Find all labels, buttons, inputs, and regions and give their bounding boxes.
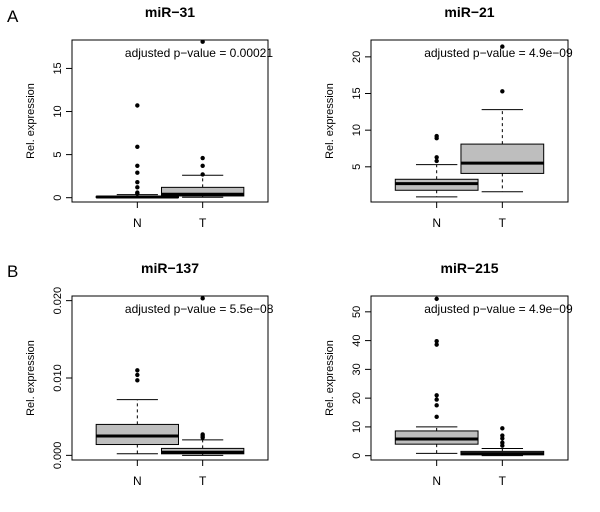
outlier-point: [135, 144, 140, 150]
x-tick-label: T: [499, 474, 507, 488]
p-value-label: adjusted p−value =: [125, 46, 230, 60]
box-N: [394, 133, 479, 198]
p-value-label: adjusted p−value =: [424, 46, 529, 60]
y-tick-label: 5: [52, 152, 64, 158]
chart-title: miR−21: [444, 4, 494, 20]
outlier-point: [200, 163, 205, 169]
y-tick-label: 0: [52, 195, 64, 201]
panel-label-b: B: [7, 262, 18, 281]
y-tick-label: 50: [351, 306, 363, 318]
x-tick-label: N: [133, 216, 142, 230]
outlier-point: [434, 338, 439, 344]
outlier-point: [200, 155, 205, 161]
outlier-point: [434, 414, 439, 420]
p-value-number: 0.00021: [230, 46, 274, 60]
y-tick-label: 20: [351, 51, 363, 63]
box-N: [394, 296, 479, 454]
plot-frame: [370, 39, 569, 203]
chart-panel-3: miR−137 Rel. expression 0.000 0.010 0.020 N Ta…: [25, 260, 274, 488]
x-tick-label: N: [432, 216, 441, 230]
y-axis-label: Rel. expression: [25, 83, 37, 159]
outlier-point: [434, 136, 439, 141]
outlier-point: [200, 172, 205, 177]
p-value-annotation: adjusted p−value = 5.5e−08: [125, 302, 274, 316]
y-tick-label: 40: [351, 334, 363, 346]
y-tick-label: 10: [52, 105, 64, 117]
y-tick-label: 15: [351, 87, 363, 99]
y-tick-label: 0: [351, 453, 363, 459]
y-axis-label: Rel. expression: [25, 340, 37, 416]
outlier-point: [200, 39, 205, 44]
y-tick-label: 10: [351, 421, 363, 433]
y-tick-label: 10: [351, 124, 363, 136]
iqr-box: [460, 143, 545, 174]
outlier-point: [135, 191, 140, 196]
outlier-point: [135, 372, 140, 378]
chart-title: miR−137: [141, 260, 199, 276]
p-value-number: 5.5e−08: [230, 302, 274, 316]
x-tick-label: N: [432, 474, 441, 488]
box-N: [95, 368, 179, 455]
x-tick-label: T: [199, 216, 207, 230]
box-T: [161, 296, 245, 456]
outlier-point: [500, 436, 505, 441]
outlier-point: [434, 155, 439, 160]
outlier-point: [135, 179, 140, 185]
outlier-point: [200, 435, 205, 440]
outlier-point: [135, 368, 140, 373]
box-T: [460, 44, 545, 193]
outlier-point: [135, 170, 140, 175]
chart-panel-4: miR−215 Rel. expression 0 10 20 30 40 50 N Tadjus…: [324, 260, 573, 488]
outlier-point: [500, 44, 505, 49]
y-tick-label: 20: [351, 392, 363, 404]
outlier-point: [434, 393, 439, 398]
chart-title: miR−31: [145, 4, 195, 20]
y-tick-label: 0.020: [52, 287, 64, 315]
box-N: [95, 103, 179, 199]
p-value-number: 4.9e−09: [529, 46, 573, 60]
outlier-point: [434, 403, 439, 408]
iqr-box: [95, 423, 179, 446]
outlier-point: [200, 296, 205, 301]
outlier-point: [135, 163, 140, 169]
y-tick-label: 0.000: [52, 442, 64, 470]
outlier-point: [135, 103, 140, 108]
y-tick-label: 5: [351, 164, 363, 170]
box-T: [460, 426, 545, 457]
y-tick-label: 15: [52, 62, 64, 74]
plot-frame: [71, 39, 269, 203]
outlier-point: [500, 89, 505, 94]
p-value-label: adjusted p−value =: [125, 302, 230, 316]
iqr-box: [161, 186, 245, 197]
y-tick-label: 30: [351, 363, 363, 375]
panel-label-a: A: [7, 7, 19, 26]
p-value-annotation: adjusted p−value = 0.00021: [125, 46, 273, 60]
y-axis-label: Rel. expression: [324, 340, 336, 416]
x-tick-label: T: [499, 216, 507, 230]
y-axis-label: Rel. expression: [324, 83, 336, 159]
outlier-point: [434, 397, 439, 402]
p-value-label: adjusted p−value =: [424, 302, 529, 316]
outlier-point: [500, 443, 505, 448]
x-tick-label: T: [199, 474, 207, 488]
p-value-annotation: adjusted p−value = 4.9e−09: [424, 302, 573, 316]
outlier-point: [135, 378, 140, 383]
outlier-point: [434, 342, 439, 347]
p-value-annotation: adjusted p−value = 4.9e−09: [424, 46, 573, 60]
x-tick-label: N: [133, 474, 142, 488]
outlier-point: [434, 296, 439, 302]
outlier-point: [500, 426, 505, 431]
chart-title: miR−215: [441, 260, 499, 276]
box-T: [161, 39, 245, 198]
outlier-point: [135, 185, 140, 190]
outlier-point: [434, 158, 439, 164]
p-value-number: 4.9e−09: [529, 302, 573, 316]
y-tick-label: 0.010: [52, 364, 64, 392]
